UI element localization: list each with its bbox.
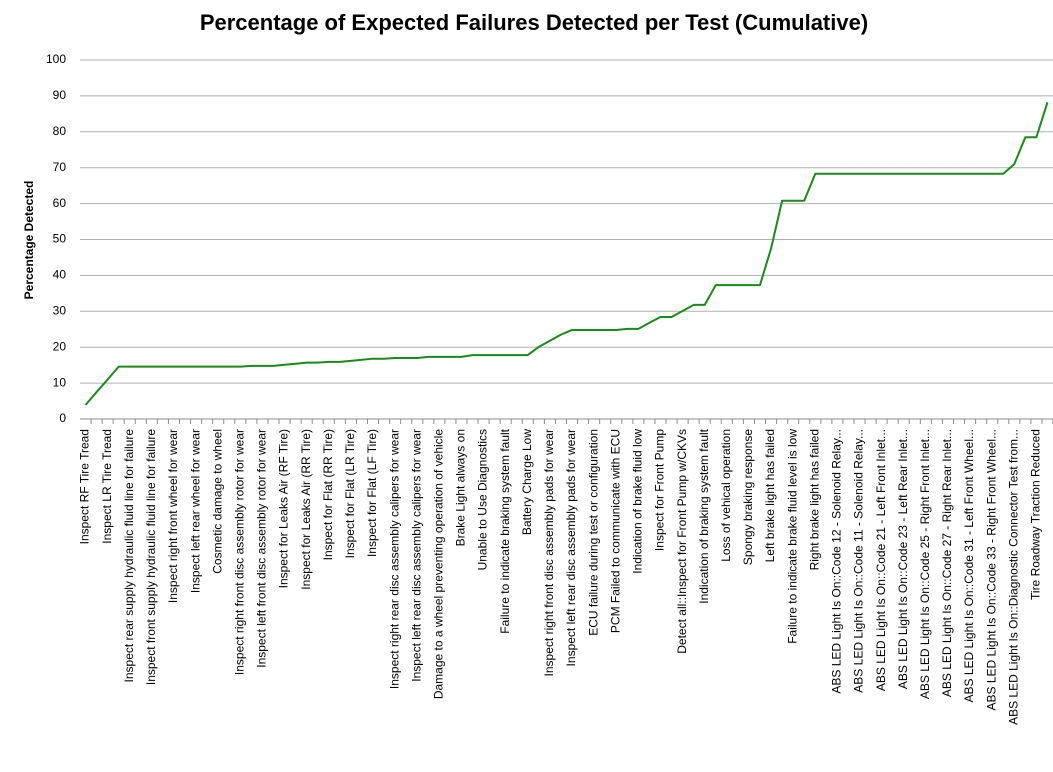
x-tick-label: Inspect front supply hydraulic fluid lin… bbox=[144, 429, 158, 685]
x-tick-label: Battery Charge Low bbox=[520, 429, 534, 535]
x-tick-label: ABS LED Light Is On::Code 11 - Solenoid … bbox=[852, 429, 866, 693]
x-tick-label: Inspect rear supply hydraulic fluid line… bbox=[122, 429, 136, 683]
x-tick-label: ECU failure during test or configuration bbox=[586, 429, 600, 636]
x-tick-label: Inspect LR Tire Tread bbox=[100, 429, 114, 544]
x-tick-label: Cosmetic damage to wheel bbox=[210, 429, 224, 574]
x-tick-label: Inspect left rear wheel for wear bbox=[188, 429, 202, 593]
x-tick-label: Indication of braking system fault bbox=[697, 428, 711, 603]
y-tick-label: 80 bbox=[53, 124, 67, 138]
y-tick-label: 20 bbox=[53, 339, 67, 353]
x-tick-label: Indication of brake fluid low bbox=[631, 429, 645, 574]
y-tick-label: 60 bbox=[53, 196, 67, 210]
x-tick-label: Inspect right front disc assembly pads f… bbox=[542, 429, 556, 676]
x-tick-label: Inspect for Flat (RR Tire) bbox=[321, 429, 335, 560]
x-tick-label: Inspect right front wheel for wear bbox=[166, 429, 180, 603]
x-tick-label: Inspect for Leaks Air (RF Tire) bbox=[277, 429, 291, 588]
x-tick-label: ABS LED Light Is On::Code 33 - Right Fro… bbox=[984, 429, 998, 710]
x-tick-label: Inspect right front disc assembly rotor … bbox=[232, 429, 246, 675]
x-tick-label: ABS LED Light Is On::Code 27 - Right Rea… bbox=[940, 429, 954, 697]
y-tick-label: 40 bbox=[53, 268, 67, 282]
x-tick-label: Unable to Use Diagnostics bbox=[476, 429, 490, 570]
x-tick-label: ABS LED Light Is On::Code 31 - Left Fron… bbox=[962, 429, 976, 702]
y-tick-label: 30 bbox=[53, 303, 67, 317]
y-tick-label: 0 bbox=[59, 411, 66, 425]
x-tick-label: Inspect for Flat (LF Tire) bbox=[365, 429, 379, 557]
x-tick-label: Inspect for Flat (LR Tire) bbox=[343, 429, 357, 558]
x-tick-label: Tire Roadway Traction Reduced bbox=[1029, 429, 1043, 600]
x-tick-label: Detect all::Inspect for Front Pump w/CKV… bbox=[675, 429, 689, 654]
x-tick-label: PCM Failed to communicate with ECU bbox=[608, 429, 622, 633]
x-tick-label: ABS LED Light Is On::Code 23 - Left Rear… bbox=[896, 429, 910, 689]
x-tick-label: Inspect left rear disc assembly calipers… bbox=[409, 429, 423, 682]
x-tick-label: Spongy braking response bbox=[741, 429, 755, 565]
x-tick-label: Inspect left rear disc assembly pads for… bbox=[564, 429, 578, 666]
x-tick-label: Inspect for Leaks Air (RR Tire) bbox=[299, 429, 313, 590]
y-tick-label: 10 bbox=[53, 375, 67, 389]
x-tick-label: Inspect right rear disc assembly caliper… bbox=[387, 429, 401, 689]
chart-title: Percentage of Expected Failures Detected… bbox=[200, 10, 868, 35]
x-tick-label: Loss of vehical operation bbox=[719, 429, 733, 562]
y-tick-label: 50 bbox=[53, 232, 67, 246]
x-tick-label: ABS LED Light Is On::Code 25 - Right Fro… bbox=[918, 429, 932, 699]
x-tick-label: ABS LED Light Is On::Code 12 - Solenoid … bbox=[830, 429, 844, 694]
data-line bbox=[84, 102, 1049, 406]
x-tick-label: Left brake light has failed bbox=[763, 429, 777, 562]
x-tick-label: Failure to indicate braking system fault bbox=[498, 428, 512, 633]
y-tick-label: 70 bbox=[53, 160, 67, 174]
x-tick-label: Failure to indicate brake fluid level is… bbox=[785, 429, 799, 644]
x-tick-label: Inspect for Front Pump bbox=[653, 429, 667, 551]
x-tick-label: ABS LED Light Is On::Diagnostic Connecto… bbox=[1006, 429, 1020, 725]
y-axis-label: Percentage Detected bbox=[22, 181, 36, 300]
x-tick-label: Inspect left front disc assembly rotor f… bbox=[255, 429, 269, 668]
x-tick-label: Brake Light always on bbox=[454, 429, 468, 546]
x-tick-label: Damage to a wheel preventing operation o… bbox=[432, 429, 446, 699]
x-tick-label: Right brake light has failed bbox=[807, 429, 821, 570]
x-tick-label: ABS LED Light Is On::Code 21 - Left Fron… bbox=[874, 429, 888, 691]
y-tick-label: 90 bbox=[53, 88, 67, 102]
x-tick-label: Inspect RF Tire Tread bbox=[78, 429, 92, 544]
y-tick-label: 100 bbox=[46, 52, 66, 66]
